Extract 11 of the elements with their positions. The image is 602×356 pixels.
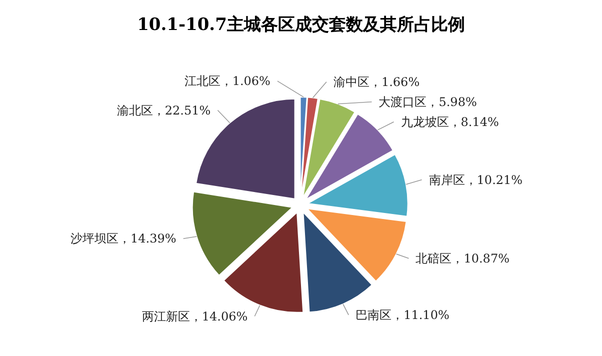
slice-label: 九龙坡区，8.14% bbox=[400, 114, 499, 129]
slice-label: 南岸区，10.21% bbox=[428, 172, 523, 187]
slice-label: 北碚区，10.87% bbox=[416, 251, 510, 266]
slice-label: 巴南区，11.10% bbox=[356, 308, 450, 322]
slice-label: 江北区，1.06% bbox=[184, 74, 270, 88]
slice-label: 渝中区，1.66% bbox=[333, 74, 420, 89]
slice-label: 沙坪坝区，14.39% bbox=[70, 232, 176, 246]
slice-label: 渝北区，22.51% bbox=[116, 103, 211, 118]
slice-label: 两江新区，14.06% bbox=[142, 309, 248, 324]
chart-title: 10.1-10.7主城各区成交套数及其所占比例 bbox=[137, 15, 465, 35]
slice-label: 大渡口区，5.98% bbox=[378, 94, 477, 109]
